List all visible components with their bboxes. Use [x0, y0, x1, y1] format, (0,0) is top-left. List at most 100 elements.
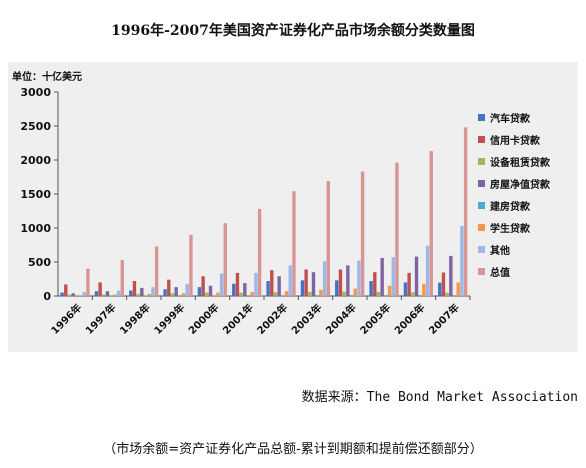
bar [113, 294, 117, 296]
legend-label: 总值 [490, 267, 510, 279]
bar [425, 245, 430, 296]
bar [78, 295, 83, 296]
bar [102, 294, 106, 296]
x-tick-label: 2001年 [220, 301, 256, 337]
legend-label: 房屋净值贷款 [490, 179, 550, 191]
bar [270, 270, 274, 296]
bar [219, 273, 224, 296]
x-tick-label: 2004年 [323, 301, 359, 337]
bar [147, 293, 151, 296]
x-tick-label: 1997年 [83, 301, 119, 337]
bar [98, 282, 102, 296]
x-tick-label: 2006年 [392, 301, 428, 337]
bar [197, 287, 202, 296]
bar [407, 272, 411, 296]
bar [151, 287, 155, 296]
bar [438, 282, 442, 296]
bar [342, 291, 346, 296]
bar [82, 291, 86, 296]
bar [60, 292, 64, 296]
bar [300, 280, 305, 296]
chart-area: 单位：十亿美元 0 500 1000 1500 2000 2500 3000 1996年 199… [8, 62, 578, 352]
y-tick-label: 2500 [20, 120, 51, 133]
bar [239, 292, 243, 296]
bar [189, 234, 193, 296]
bar [460, 225, 464, 296]
bar [140, 287, 144, 296]
bar [418, 295, 422, 296]
bar [254, 272, 258, 296]
bar [129, 290, 133, 296]
legend-item: 其他 [478, 238, 574, 260]
bar [463, 127, 468, 296]
unit-label: 单位：十亿美元 [12, 72, 82, 83]
bar [452, 295, 457, 296]
bar [376, 291, 381, 296]
bar [143, 295, 148, 296]
legend-swatch [478, 157, 485, 165]
legend-label: 其他 [490, 245, 510, 257]
bar [335, 280, 339, 296]
bar [94, 291, 99, 296]
y-tick-label: 500 [28, 256, 51, 269]
bar [273, 292, 278, 296]
bar [322, 261, 327, 296]
x-tick-label: 2002年 [254, 301, 290, 337]
bar [163, 289, 167, 296]
bar [67, 294, 72, 296]
bar [391, 257, 395, 296]
bar [154, 246, 159, 296]
legend-swatch [478, 179, 485, 187]
bar [235, 272, 240, 296]
legend-label: 学生贷款 [490, 223, 530, 235]
legend-item: 设备租赁贷款 [478, 150, 574, 172]
bar [445, 292, 449, 296]
y-tick-label: 3000 [20, 86, 51, 99]
legend-swatch [478, 223, 485, 231]
legend-label: 建房贷款 [490, 201, 530, 213]
bar [208, 285, 213, 296]
bar [380, 257, 384, 296]
bar [243, 283, 247, 296]
y-tick-label: 1000 [20, 222, 51, 235]
bar [349, 295, 354, 296]
bar [422, 283, 426, 296]
bar [205, 292, 209, 296]
y-tick-label: 0 [43, 290, 51, 303]
footnote: （市场余额=资产证券化产品总额-累计到期额和提前偿还额部分） [103, 442, 483, 457]
bar [284, 291, 289, 296]
bar [232, 283, 236, 296]
bar [395, 162, 399, 296]
bar [369, 281, 373, 296]
bar [449, 255, 453, 296]
bar [315, 295, 319, 296]
page-title: 1996年-2007年美国资产证券化产品市场余额分类数量图 [111, 23, 475, 39]
x-tick-label: 1996年 [48, 301, 84, 337]
bar [71, 293, 75, 296]
legend-item: 总值 [478, 260, 574, 282]
bar [338, 269, 343, 296]
bar [174, 287, 178, 296]
bar [288, 265, 292, 296]
bar [387, 285, 392, 296]
legend: 汽车贷款 信用卡贷款 设备租赁贷款 房屋净值贷款 建房贷款 学生贷款 其他 总值 [478, 106, 574, 282]
bar [170, 293, 175, 296]
bar [266, 281, 270, 296]
bar [116, 290, 121, 296]
bar [403, 282, 408, 296]
y-tick-label: 2000 [20, 154, 51, 167]
bar [223, 223, 227, 296]
legend-item: 信用卡贷款 [478, 128, 574, 150]
bar [86, 268, 90, 296]
y-tick-label: 1500 [20, 188, 51, 201]
legend-item: 建房贷款 [478, 194, 574, 216]
x-tick-label: 1999年 [151, 301, 187, 337]
bar [319, 289, 323, 296]
bar [441, 272, 446, 296]
x-tick-label: 2003年 [289, 301, 325, 337]
bar [178, 295, 182, 296]
legend-item: 房屋净值贷款 [478, 172, 574, 194]
x-tick-label: 2007年 [426, 301, 462, 337]
bar [64, 284, 68, 296]
x-tick-label: 1998年 [117, 301, 153, 337]
